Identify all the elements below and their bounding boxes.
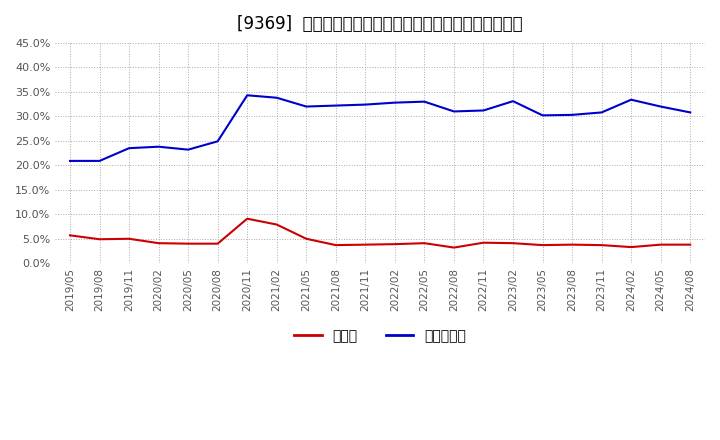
- 現領金: [627, 245, 636, 250]
- 現領金: [154, 241, 163, 246]
- 有利子負債: [598, 110, 606, 115]
- 現領金: [95, 237, 104, 242]
- 現領金: [480, 240, 488, 246]
- 有利子負債: [420, 99, 428, 104]
- Line: 現領金: 現領金: [70, 219, 690, 248]
- 有利子負債: [331, 103, 340, 108]
- 現領金: [331, 242, 340, 248]
- 現領金: [539, 242, 547, 248]
- 現領金: [509, 241, 518, 246]
- Line: 有利子負債: 有利子負債: [70, 95, 690, 161]
- 有利子負債: [243, 93, 251, 98]
- 有利子負債: [509, 99, 518, 104]
- 有利子負債: [568, 112, 577, 117]
- 現領金: [125, 236, 133, 242]
- 有利子負債: [449, 109, 458, 114]
- 有利子負債: [539, 113, 547, 118]
- 現領金: [449, 245, 458, 250]
- 現領金: [657, 242, 665, 247]
- 現領金: [361, 242, 369, 247]
- 現領金: [66, 233, 74, 238]
- 現領金: [686, 242, 695, 247]
- 現領金: [272, 222, 281, 227]
- Title: [9369]  現領金、有利子負債の総資産に対する比率の推移: [9369] 現領金、有利子負債の総資産に対する比率の推移: [238, 15, 523, 33]
- 現領金: [243, 216, 251, 221]
- 有利子負債: [154, 144, 163, 149]
- 有利子負債: [390, 100, 399, 105]
- 有利子負債: [184, 147, 192, 152]
- 有利子負債: [686, 110, 695, 115]
- 現領金: [184, 241, 192, 246]
- Legend: 現領金, 有利子負債: 現領金, 有利子負債: [288, 324, 472, 349]
- 現領金: [598, 242, 606, 248]
- 有利子負債: [66, 158, 74, 164]
- 有利子負債: [302, 104, 310, 109]
- 有利子負債: [95, 158, 104, 164]
- 有利子負債: [361, 102, 369, 107]
- 現領金: [213, 241, 222, 246]
- 現領金: [568, 242, 577, 247]
- 有利子負債: [272, 95, 281, 100]
- 有利子負債: [480, 108, 488, 113]
- 現領金: [420, 241, 428, 246]
- 有利子負債: [125, 146, 133, 151]
- 有利子負債: [627, 97, 636, 103]
- 現領金: [302, 236, 310, 242]
- 有利子負債: [657, 104, 665, 109]
- 現領金: [390, 242, 399, 247]
- 有利子負債: [213, 139, 222, 144]
